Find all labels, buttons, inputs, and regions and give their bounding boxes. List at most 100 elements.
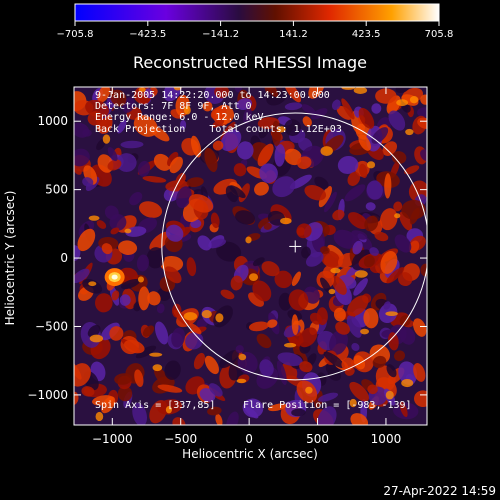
speckle-blob bbox=[110, 89, 127, 107]
speckle-blob bbox=[266, 87, 278, 98]
speckle-hot bbox=[152, 364, 163, 372]
speckle-blob bbox=[254, 181, 269, 196]
speckle-hot bbox=[95, 411, 104, 422]
speckle-blob bbox=[132, 402, 147, 425]
solar-disk-circle bbox=[161, 112, 427, 381]
x-tick-label: −500 bbox=[164, 432, 197, 446]
speckle-blob bbox=[215, 413, 223, 425]
speckle-blob bbox=[235, 210, 255, 225]
info-line-detectors: Detectors: 7F 8F 9F, Att 0 bbox=[95, 101, 252, 112]
crosshair-marker bbox=[289, 240, 302, 253]
speckle-hot bbox=[330, 267, 341, 274]
plot-title: Reconstructed RHESSI Image bbox=[133, 53, 367, 72]
speckle-blob bbox=[189, 323, 202, 335]
speckle-hot bbox=[385, 390, 394, 400]
speckle-blob bbox=[363, 255, 375, 268]
speckle-blob bbox=[292, 345, 308, 365]
speckle-blob bbox=[186, 257, 197, 277]
speckle-blob bbox=[87, 111, 103, 126]
speckle-blob bbox=[333, 307, 346, 322]
speckle-blob bbox=[289, 174, 312, 190]
speckle-blob bbox=[337, 155, 359, 174]
speckle-blob bbox=[82, 177, 94, 187]
speckle-blob bbox=[136, 254, 149, 272]
speckle-blob bbox=[120, 278, 140, 290]
speckle-blob bbox=[414, 390, 427, 408]
speckle-blob bbox=[165, 224, 184, 242]
speckle-blob bbox=[197, 235, 212, 251]
speckle-blob bbox=[306, 251, 324, 267]
speckle-blob bbox=[119, 294, 131, 306]
speckle-blob bbox=[96, 220, 107, 229]
speckle-blob bbox=[135, 345, 157, 359]
speckle-blob bbox=[350, 413, 369, 425]
speckle-blob bbox=[317, 392, 339, 402]
speckle-blob bbox=[101, 243, 113, 255]
speckle-blob bbox=[296, 223, 312, 239]
speckle-blob bbox=[346, 315, 362, 338]
colorbar-gradient bbox=[74, 3, 440, 22]
speckle-blob bbox=[74, 268, 90, 284]
speckle-blob bbox=[320, 277, 332, 294]
speckle-blob bbox=[320, 246, 330, 254]
speckle-blob bbox=[369, 247, 379, 256]
speckle-blob bbox=[82, 278, 103, 294]
speckle-blob bbox=[291, 271, 301, 287]
speckle-blob bbox=[321, 250, 340, 268]
y-tick-label: 500 bbox=[45, 183, 68, 197]
speckle-blob bbox=[212, 119, 225, 128]
speckle-blob bbox=[374, 231, 389, 242]
x-tick-label: 0 bbox=[245, 432, 253, 446]
speckle-blob bbox=[214, 87, 230, 99]
speckle-blob bbox=[220, 289, 235, 300]
speckle-blob bbox=[167, 151, 179, 167]
speckle-blob bbox=[395, 87, 410, 93]
speckle-blob bbox=[266, 319, 278, 328]
speckle-hot bbox=[305, 386, 313, 394]
speckle-blob bbox=[142, 176, 167, 183]
speckle-blob bbox=[117, 386, 133, 402]
speckle-blob bbox=[153, 153, 172, 171]
y-tick-label: −1000 bbox=[27, 388, 68, 402]
speckle-blob bbox=[259, 359, 274, 377]
speckle-blob bbox=[388, 332, 399, 351]
speckle-blob bbox=[388, 110, 406, 131]
speckle-blob bbox=[235, 345, 244, 354]
speckle-blob bbox=[147, 291, 161, 306]
speckle-blob bbox=[366, 180, 383, 200]
speckle-blob bbox=[386, 364, 397, 378]
speckle-blob bbox=[104, 205, 119, 220]
speckle-blob bbox=[74, 148, 90, 167]
speckle-hot bbox=[277, 126, 286, 133]
info-line-time: 9-Jan-2005 14:22:20.000 to 14:23:00.000 bbox=[95, 90, 330, 101]
speckle-blob bbox=[349, 381, 369, 402]
speckle-blob bbox=[109, 326, 124, 341]
speckle-blob bbox=[236, 98, 253, 110]
speckle-blob bbox=[298, 327, 318, 348]
colorbar-tick-label: 141.2 bbox=[279, 29, 308, 40]
speckle-blob bbox=[347, 171, 361, 186]
speckle-blob bbox=[393, 201, 403, 212]
speckle-hot bbox=[238, 353, 247, 361]
speckle-blob bbox=[138, 286, 150, 311]
speckle-blob bbox=[353, 355, 366, 370]
speckle-blob bbox=[358, 107, 375, 129]
speckle-hot bbox=[183, 312, 198, 321]
speckle-blob bbox=[77, 228, 96, 252]
speckle-blob bbox=[331, 99, 341, 110]
speckle-blob bbox=[157, 384, 183, 393]
speckle-blob bbox=[208, 383, 223, 397]
flare-position-label: Flare Position = [-983,-139] bbox=[243, 400, 412, 411]
speckle-blob bbox=[154, 321, 169, 345]
speckle-hot bbox=[354, 270, 368, 278]
speckle-blob bbox=[327, 368, 342, 381]
speckle-hot bbox=[349, 398, 357, 408]
speckle-blob bbox=[204, 147, 218, 173]
speckle-hot bbox=[137, 276, 144, 283]
colorbar-tick-label: 423.5 bbox=[352, 29, 381, 40]
speckle-blob bbox=[291, 408, 306, 417]
speckle-blob bbox=[268, 403, 287, 412]
speckle-hot bbox=[328, 288, 336, 295]
speckle-hot bbox=[283, 342, 297, 348]
speckle-blob bbox=[137, 160, 151, 177]
